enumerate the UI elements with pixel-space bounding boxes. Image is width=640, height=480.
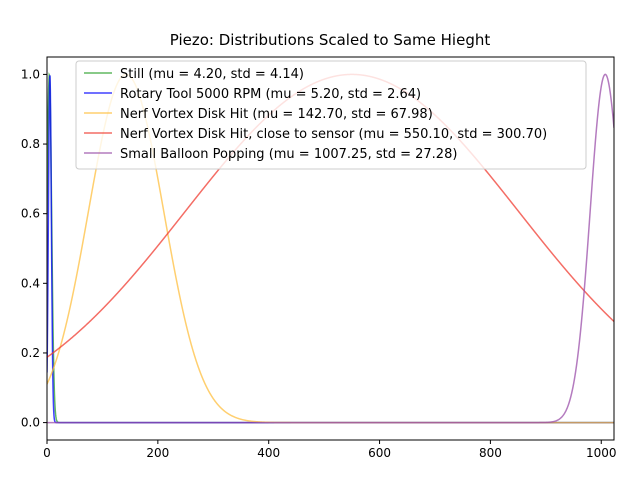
- x-tick-label: 1000: [586, 446, 617, 460]
- y-tick-label: 1.0: [21, 67, 40, 81]
- legend-box: [75, 60, 587, 170]
- chart-title: Piezo: Distributions Scaled to Same Hieg…: [170, 31, 491, 49]
- x-tick-label: 600: [368, 446, 391, 460]
- x-tick-label: 200: [146, 446, 169, 460]
- x-tick-label: 400: [257, 446, 280, 460]
- axes: 0 200 400 600 800 1000 0.0 0.2 0.4 0.6 0.8 1.0: [21, 56, 617, 460]
- axes-frame: [46, 56, 615, 441]
- legend-entry-label: Nerf Vortex Disk Hit (mu = 142.70, std =…: [120, 107, 433, 122]
- y-tick-label: 0.0: [21, 416, 40, 430]
- x-tick-label: 800: [479, 446, 502, 460]
- y-tick-label: 0.2: [21, 346, 40, 360]
- legend-entry-label: Nerf Vortex Disk Hit, close to sensor (m…: [120, 127, 547, 142]
- y-tick-label: 0.4: [21, 276, 40, 290]
- legend-entry-label: Still (mu = 4.20, std = 4.14): [120, 67, 304, 82]
- series-line-4: [47, 73, 614, 424]
- x-tick-label: 0: [43, 446, 51, 460]
- y-tick-label: 0.8: [21, 137, 40, 151]
- legend-entry-label: Rotary Tool 5000 RPM (mu = 5.20, std = 2…: [120, 87, 421, 102]
- legend: Still (mu = 4.20, std = 4.14) Rotary Tool…: [75, 60, 587, 170]
- y-tick-label: 0.6: [21, 207, 40, 221]
- legend-entry-label: Small Balloon Popping (mu = 1007.25, std…: [120, 147, 457, 162]
